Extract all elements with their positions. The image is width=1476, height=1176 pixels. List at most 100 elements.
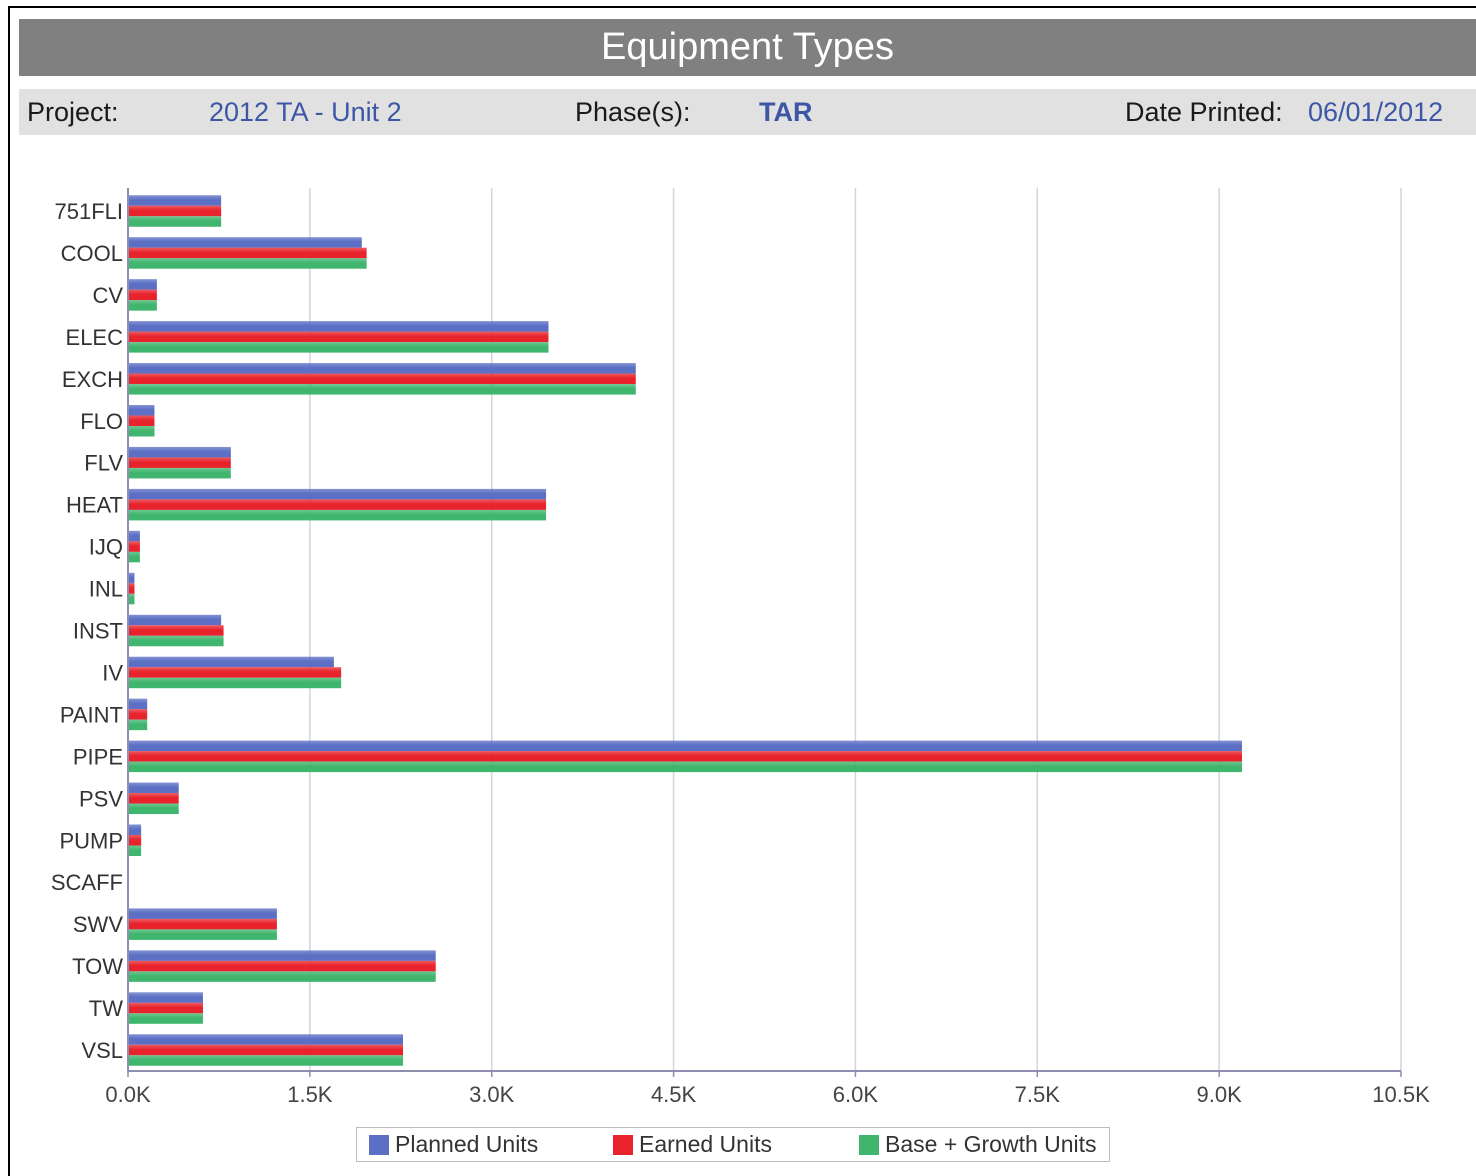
chart-axes: 0.0K 1.5K 3.0K 4.5K 6.0K 7.5K 9.0K 10.5K 751FLI C… (51, 188, 1430, 1107)
bar-planned (129, 740, 1242, 752)
x-tick-label: 7.5K (1015, 1082, 1061, 1107)
y-category-label: HEAT (66, 493, 123, 518)
y-category-label: 751FLI (55, 199, 124, 224)
y-category-label: ELEC (66, 325, 124, 350)
chart-grid (309, 188, 1402, 1071)
bar-planned (129, 992, 203, 1003)
legend-label-planned: Planned Units (395, 1131, 539, 1157)
y-category-label: PUMP (59, 828, 123, 853)
bar-earned (129, 583, 135, 594)
y-category-label: CV (92, 283, 123, 308)
bar-planned (129, 195, 222, 206)
bar-earned (129, 289, 157, 301)
y-category-label: PAINT (60, 702, 123, 727)
bar-earned (129, 205, 222, 217)
bar-earned (129, 331, 549, 343)
bar-planned (129, 446, 231, 458)
bar-base-growth (129, 509, 547, 521)
y-category-label: FLV (84, 451, 123, 476)
bar-base-growth (129, 635, 224, 647)
x-tick-label: 9.0K (1197, 1082, 1243, 1107)
bar-base-growth (129, 216, 222, 227)
legend-swatch-earned (613, 1135, 633, 1155)
bar-planned (129, 237, 362, 248)
y-category-label: FLO (80, 409, 123, 434)
legend-item-planned: Planned Units (369, 1128, 538, 1163)
x-tick-label: 1.5K (287, 1082, 333, 1107)
bar-planned (129, 824, 142, 835)
bar-earned (129, 835, 142, 846)
bar-earned (129, 415, 155, 426)
bar-earned (129, 709, 148, 720)
bar-base-growth (129, 467, 231, 479)
project-value: 2012 TA - Unit 2 (209, 97, 402, 127)
bar-base-growth (129, 258, 367, 269)
bar-earned (129, 667, 342, 678)
y-category-label: INL (89, 577, 123, 602)
bar-earned (129, 1002, 203, 1014)
info-bar: Project: 2012 TA - Unit 2 Phase(s): TAR … (19, 89, 1476, 135)
bar-earned (129, 541, 140, 552)
bar-planned (129, 321, 549, 332)
bar-base-growth (129, 971, 436, 982)
bar-base-growth (129, 384, 636, 395)
legend-item-base-growth: Base + Growth Units (859, 1128, 1097, 1163)
bar-earned (129, 960, 436, 972)
bar-base-growth (129, 1013, 203, 1024)
bar-base-growth (129, 300, 157, 311)
bar-earned (129, 1044, 403, 1056)
date-value: 06/01/2012 (1308, 97, 1444, 127)
bar-base-growth (129, 761, 1242, 773)
y-category-label: VSL (81, 1038, 123, 1063)
phase-label: Phase(s): (575, 97, 691, 127)
phase-value: TAR (759, 97, 813, 127)
bar-earned (129, 457, 231, 468)
y-category-label: COOL (61, 241, 123, 266)
bar-earned (129, 247, 367, 259)
x-tick-label: 4.5K (651, 1082, 697, 1107)
y-category-label: TOW (72, 954, 123, 979)
bar-earned (129, 918, 277, 930)
x-tick-label: 10.5K (1372, 1082, 1430, 1107)
bar-base-growth (129, 1055, 403, 1066)
date-label: Date Printed: (1125, 97, 1283, 127)
bar-base-growth (129, 593, 135, 605)
bar-earned (129, 373, 636, 385)
report-frame (8, 6, 1476, 1176)
bar-planned (129, 405, 155, 416)
bar-planned (129, 363, 636, 374)
y-category-label: INST (73, 619, 123, 644)
bar-earned (129, 499, 547, 510)
bar-planned (129, 572, 135, 584)
bar-planned (129, 530, 140, 542)
legend-label-earned: Earned Units (639, 1131, 772, 1157)
bar-planned (129, 656, 334, 668)
y-category-label: TW (89, 996, 123, 1021)
y-category-label: PIPE (73, 744, 123, 769)
bar-base-growth (129, 845, 142, 856)
y-category-label: SCAFF (51, 870, 123, 895)
bar-planned (129, 698, 148, 710)
bar-planned (129, 488, 547, 500)
y-category-label: IJQ (89, 535, 123, 560)
y-category-label: EXCH (62, 367, 123, 392)
report-title: Equipment Types (19, 19, 1476, 76)
bar-planned (129, 279, 157, 290)
legend-swatch-planned (369, 1135, 389, 1155)
bar-earned (129, 625, 224, 636)
bar-base-growth (129, 803, 179, 815)
x-tick-label: 6.0K (833, 1082, 879, 1107)
bar-planned (129, 950, 436, 961)
legend-swatch-base-growth (859, 1135, 879, 1155)
y-category-label: PSV (79, 786, 123, 811)
legend-label-base-growth: Base + Growth Units (885, 1131, 1097, 1157)
bar-planned (129, 782, 179, 794)
bar-planned (129, 614, 222, 626)
bar-base-growth (129, 426, 155, 437)
y-category-label: SWV (73, 912, 123, 937)
project-label: Project: (27, 97, 119, 127)
equipment-bar-chart: 0.0K 1.5K 3.0K 4.5K 6.0K 7.5K 9.0K 10.5K 751FLI C… (51, 188, 1430, 1107)
x-tick-label: 0.0K (105, 1082, 151, 1107)
x-tick-label: 3.0K (469, 1082, 515, 1107)
bar-base-growth (129, 551, 140, 563)
